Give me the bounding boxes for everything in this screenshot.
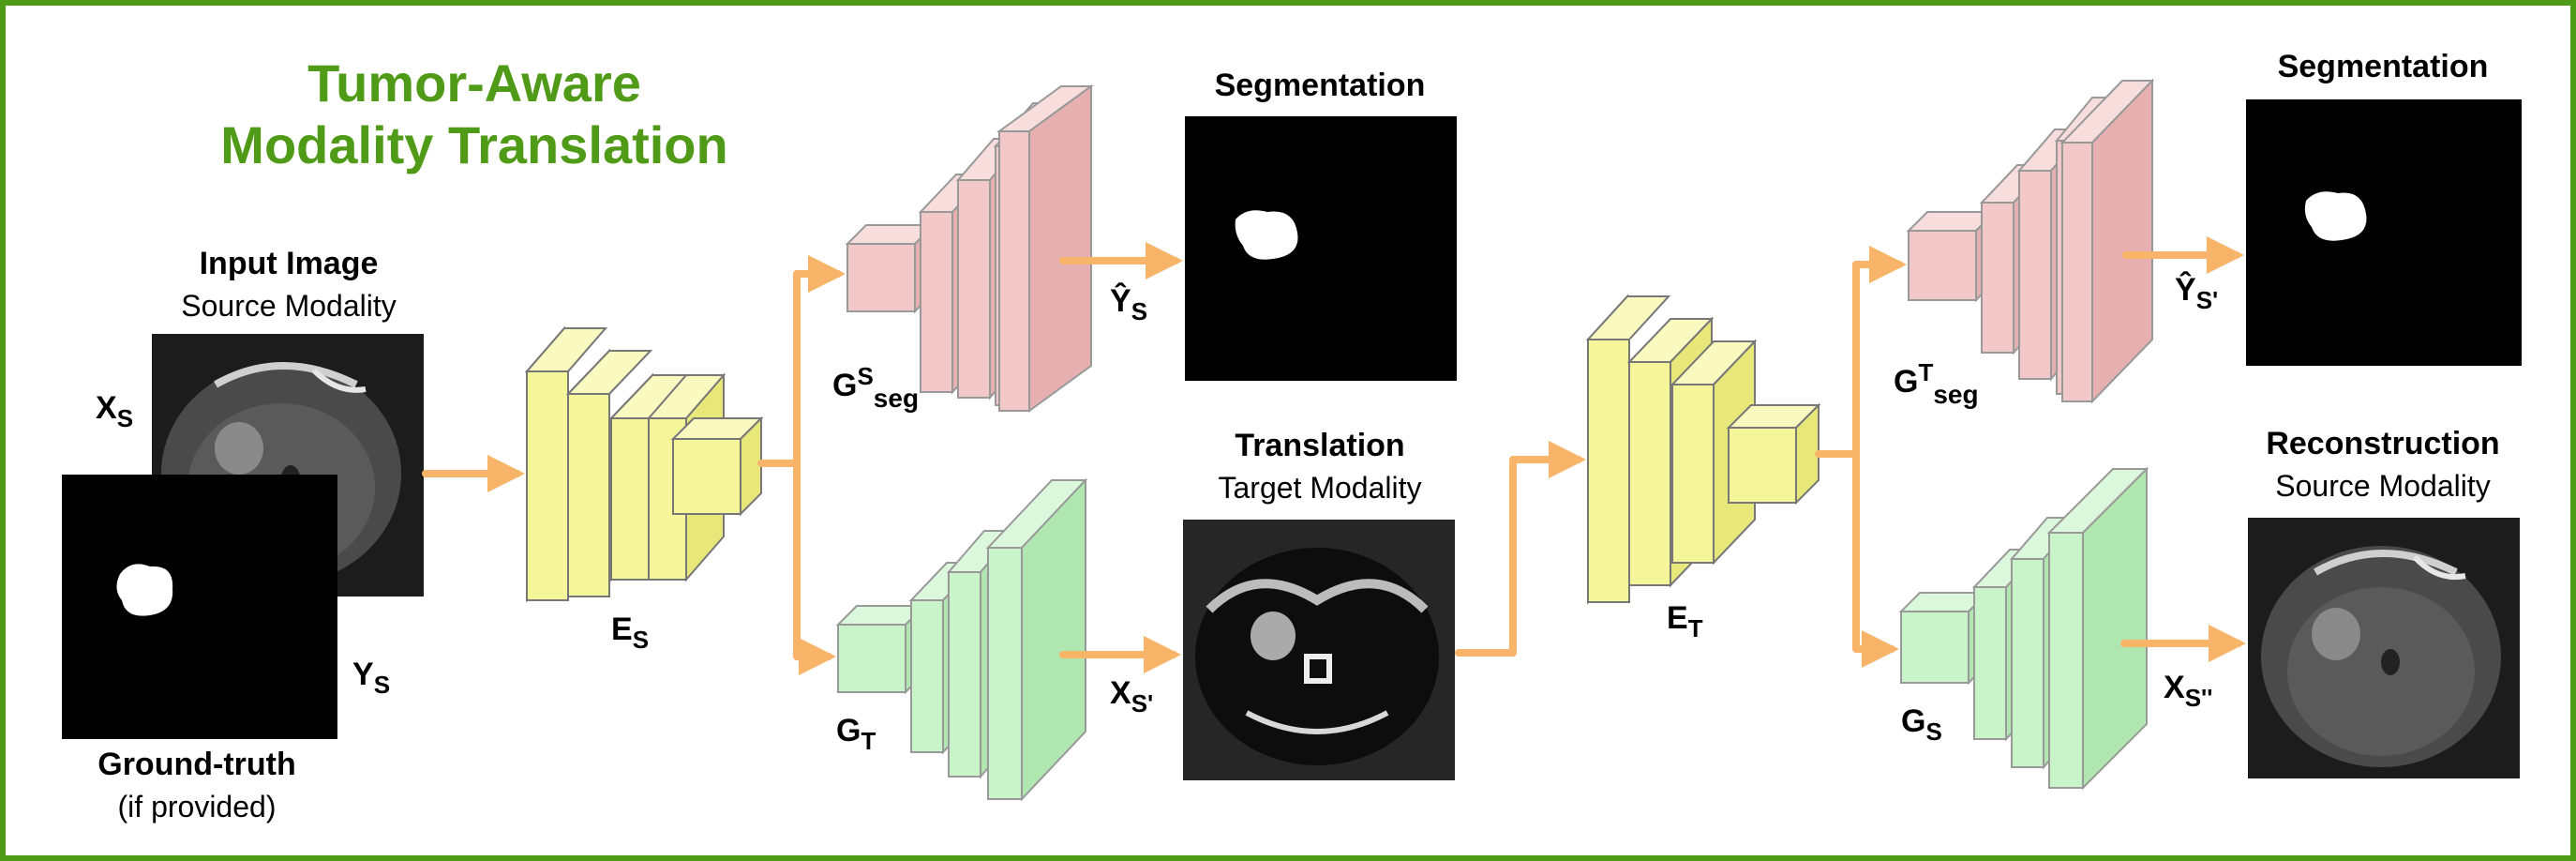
ground-truth-mask [62,475,337,739]
arrow-encoder-t-branch-down [1852,450,1899,668]
segmentation-2-label: ŶS' [2175,272,2218,314]
gen-translate-sub: T [861,727,876,755]
translation-output [1183,520,1455,780]
segmentation-1-label-sub: S [1131,297,1148,325]
segmentation-2-label-sub: S' [2195,286,2219,314]
title-line-2: Modality Translation [220,115,728,174]
input-subheading: Source Modality [181,289,397,323]
translation-label-main: X [1110,675,1131,711]
arrow-encoder-branch [757,255,846,467]
encoder-source-main: E [611,612,633,647]
input-label-sub: S [116,404,134,432]
encoder-target-sub: T [1687,614,1703,642]
arrow-encoder-branch-down [793,460,836,675]
gen-seg-target-main: G [1894,364,1919,400]
generator-seg-source-label: GSseg [832,362,919,413]
generator-seg-target [1906,78,2155,404]
translation-label: XS' [1110,675,1153,718]
input-label: XS [96,390,133,432]
encoder-target [1585,294,1821,605]
generator-seg-target-label: GTseg [1894,358,1979,409]
gen-seg-source-sup: S [857,362,874,390]
arrow-translation-to-encoder [1455,441,1586,657]
ground-truth-subheading: (if provided) [117,790,277,823]
gen-seg-target-sup: T [1918,358,1934,386]
reconstruction-label: XS'' [2164,670,2212,712]
segmentation-2-label-main: Ŷ [2175,272,2196,308]
gen-seg-target-sub: seg [1933,380,1979,409]
reconstruction-label-main: X [2164,670,2185,705]
gen-reconstruct-sub: S [1925,718,1942,746]
gen-reconstruct-main: G [1901,703,1926,739]
reconstruction-output [2248,518,2520,778]
segmentation-2-heading: Segmentation [2277,49,2489,84]
reconstruction-label-sub: S'' [2184,684,2213,712]
diagram-title: Tumor-Aware Modality Translation [220,53,727,176]
generator-reconstruct-label: GS [1901,703,1942,746]
generator-translate [835,477,1088,802]
gen-seg-source-main: G [832,368,858,403]
encoder-source-sub: S [632,626,650,654]
reconstruction-subheading: Source Modality [2275,469,2491,503]
ground-truth-label: YS [352,657,390,699]
segmentation-1-heading: Segmentation [1214,68,1426,103]
ground-truth-heading: Ground-truth [97,747,296,782]
generator-seg-source [845,84,1095,413]
reconstruction-heading: Reconstruction [2266,426,2500,461]
translation-label-sub: S' [1131,689,1154,718]
translation-heading: Translation [1235,428,1405,463]
encoder-target-main: E [1667,600,1688,636]
arrow-encoder-t-branch [1815,246,1907,458]
generator-translate-label: GT [836,713,876,755]
encoder-target-label: ET [1667,600,1703,642]
gen-seg-source-sub: seg [873,384,920,413]
input-label-main: X [96,390,117,426]
title-line-1: Tumor-Aware [307,53,641,113]
ground-truth-label-main: Y [352,657,374,692]
gen-translate-main: G [836,713,861,748]
input-heading: Input Image [199,246,379,281]
generator-reconstruct [1898,466,2149,791]
encoder-source-label: ES [611,612,649,654]
ground-truth-label-sub: S [373,671,391,699]
encoder-source [524,325,764,603]
segmentation-output-2 [2246,99,2522,366]
translation-subheading: Target Modality [1218,471,1422,505]
segmentation-1-label-main: Ŷ [1110,283,1131,319]
segmentation-1-label: ŶS [1110,283,1147,325]
segmentation-output-1 [1185,116,1457,381]
